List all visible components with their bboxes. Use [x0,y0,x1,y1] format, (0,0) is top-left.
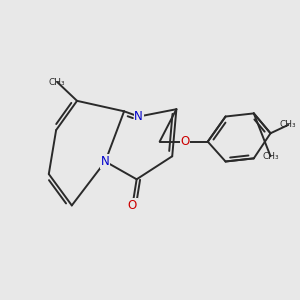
Text: CH₃: CH₃ [262,152,279,161]
Text: N: N [101,155,110,168]
Text: O: O [180,135,189,148]
Text: CH₃: CH₃ [49,77,65,86]
Text: N: N [134,110,143,123]
Text: O: O [128,199,137,212]
Text: CH₃: CH₃ [280,120,297,129]
